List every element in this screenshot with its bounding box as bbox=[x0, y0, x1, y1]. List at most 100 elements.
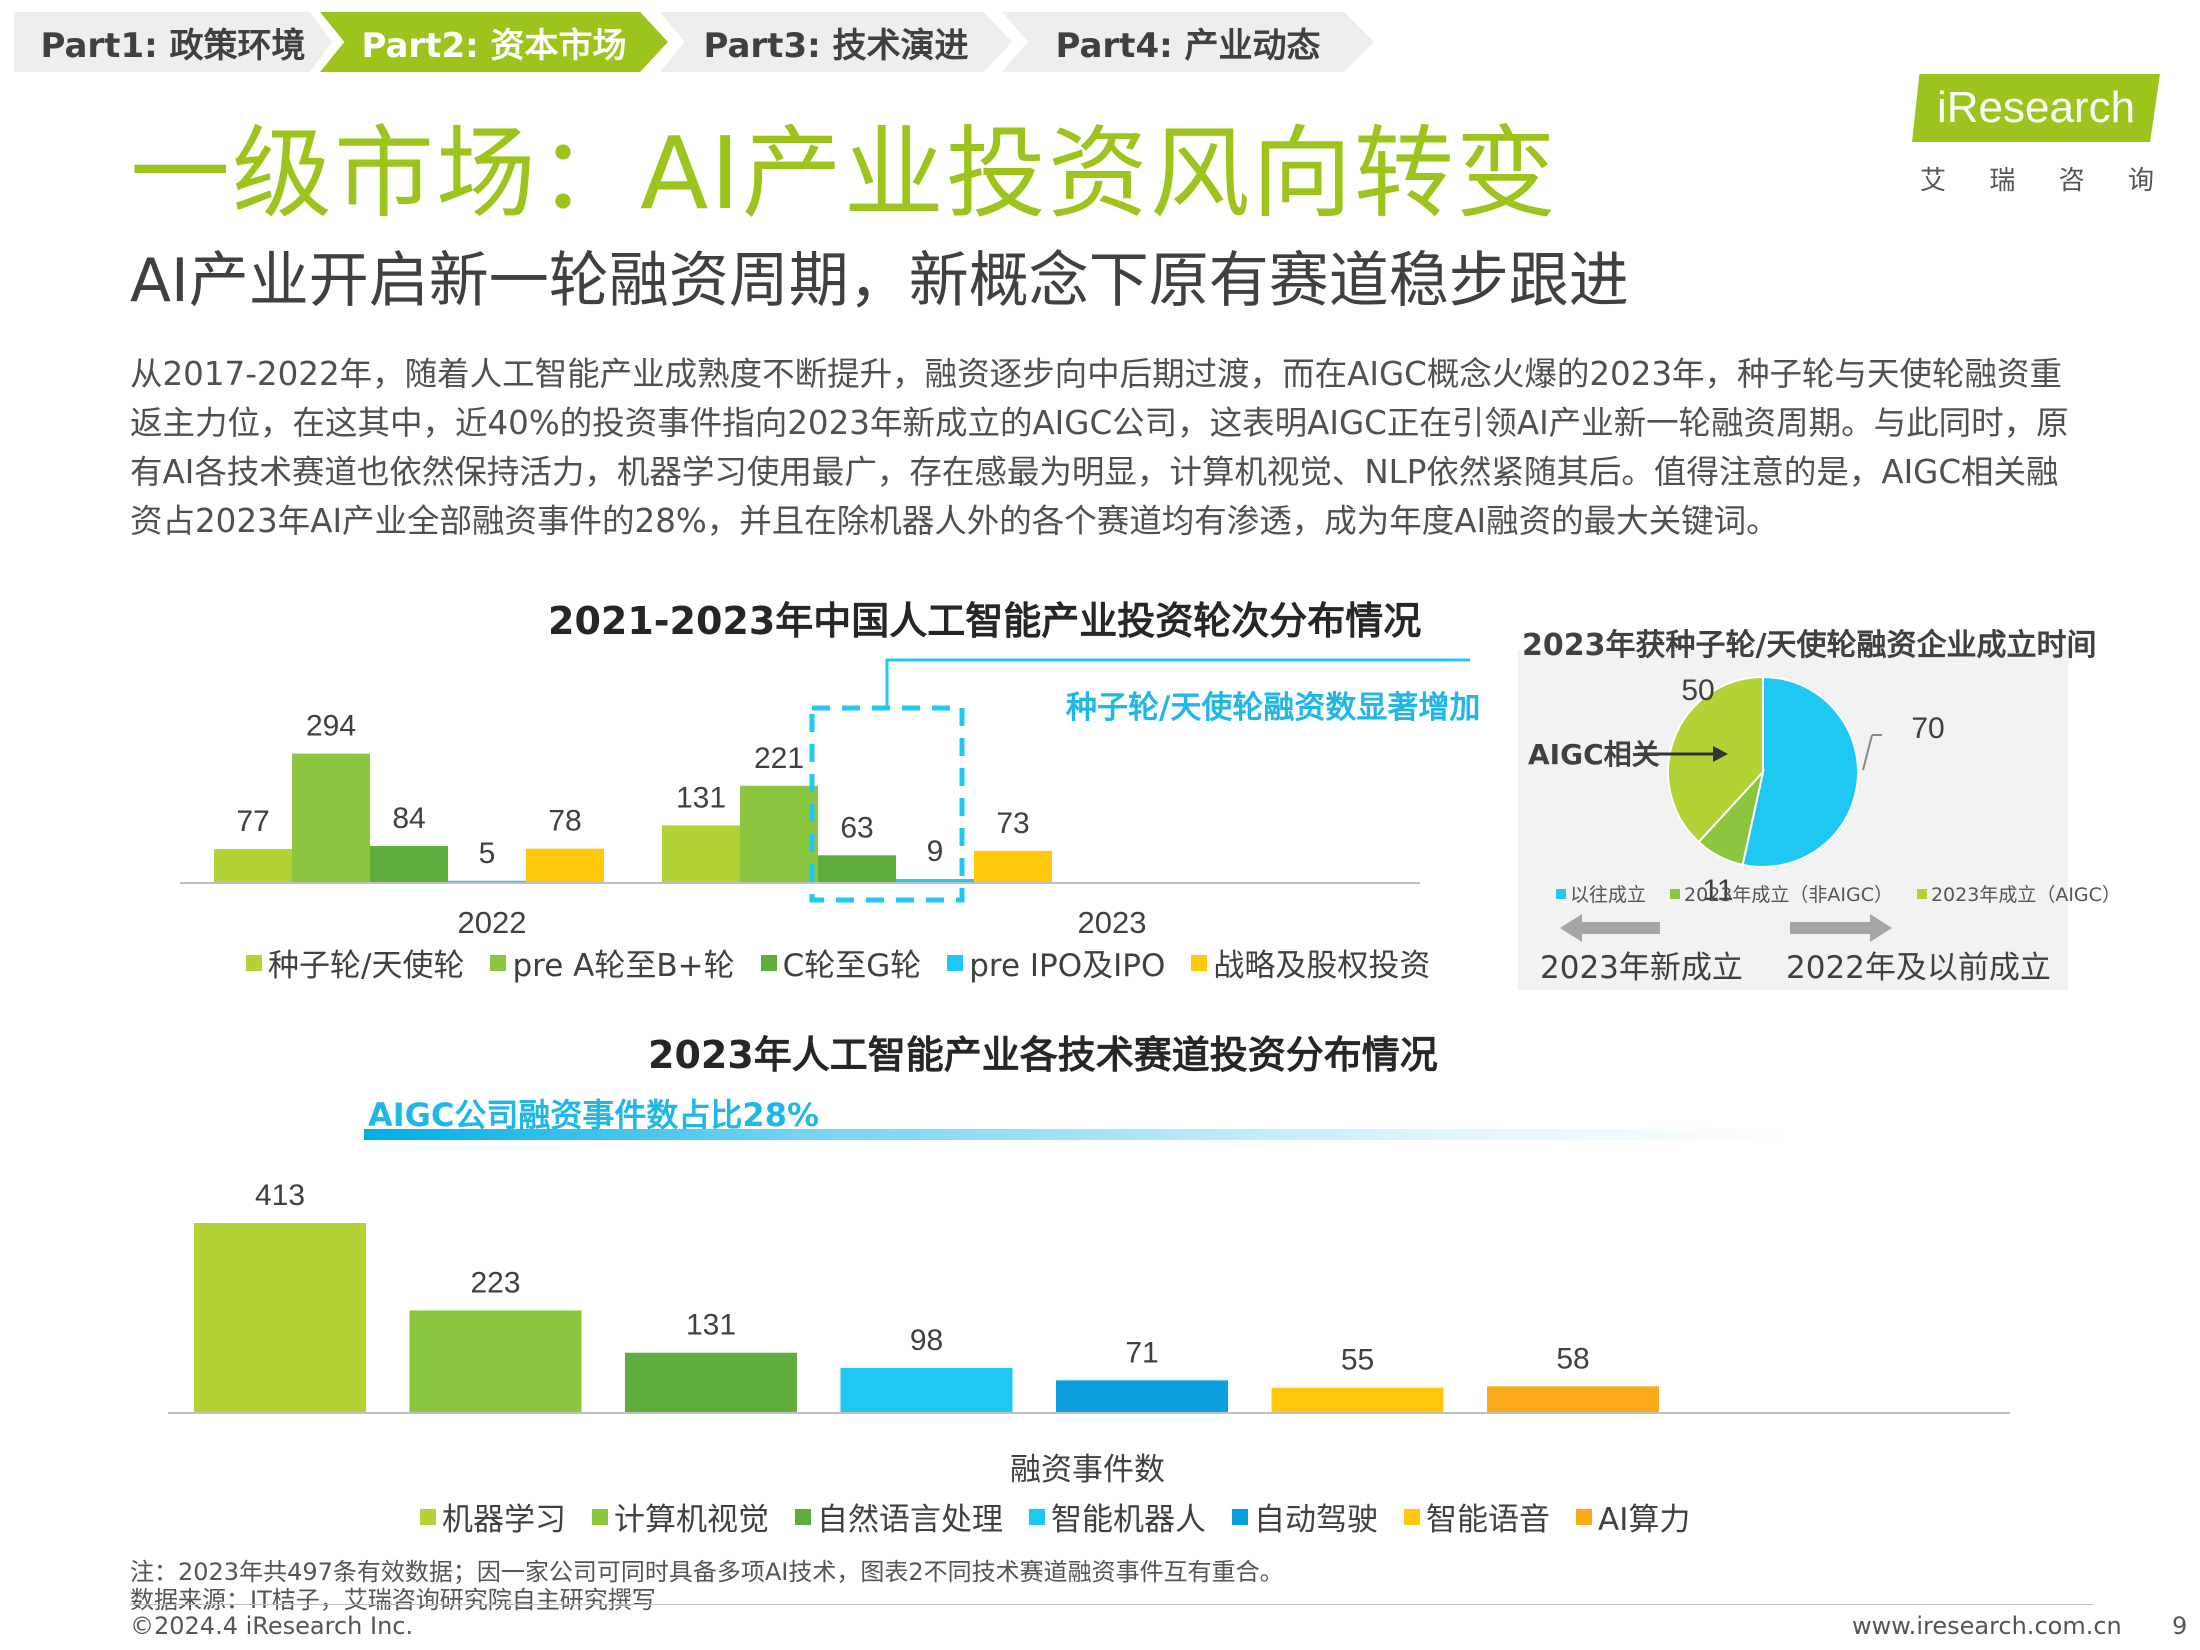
legend-item: 机器学习 bbox=[420, 1494, 566, 1539]
chart1-bar bbox=[526, 848, 604, 883]
callout-arrowhead bbox=[1713, 746, 1728, 762]
pie-callout: AIGC相关 bbox=[1528, 738, 1660, 771]
chart2-xlabel: 融资事件数 bbox=[1010, 1452, 1165, 1488]
legend-swatch bbox=[1556, 888, 1566, 899]
legend-label: 智能机器人 bbox=[1051, 1502, 1206, 1538]
pie-title: 2023年获种子轮/天使轮融资企业成立时间 bbox=[1522, 628, 2097, 663]
note-text: 注：2023年共497条有效数据；因一家公司可同时具备多项AI技术，图表2不同技… bbox=[130, 1558, 1284, 1586]
chart1-data-label: 63 bbox=[840, 811, 873, 844]
chart2-bar bbox=[840, 1367, 1013, 1413]
chart1-data-label: 221 bbox=[754, 742, 804, 775]
page-number: 9 bbox=[2172, 1612, 2188, 1640]
tab-capital-market[interactable]: Part2: 资本市场 bbox=[320, 12, 668, 72]
footer-divider bbox=[130, 1604, 2094, 1605]
logo-char: 艾 bbox=[1920, 166, 1947, 196]
chart1-data-label: 84 bbox=[392, 802, 425, 835]
chart2-title: 2023年人工智能产业各技术赛道投资分布情况 bbox=[648, 1033, 1438, 1077]
chart2-data-label: 98 bbox=[910, 1324, 943, 1357]
legend-label: C轮至G轮 bbox=[782, 948, 922, 984]
chart1-data-label: 9 bbox=[927, 835, 944, 868]
copyright: ©2024.4 iResearch Inc. bbox=[130, 1612, 414, 1640]
chart1-bar bbox=[448, 880, 526, 883]
chart2-bar bbox=[409, 1310, 582, 1413]
legend-item: C轮至G轮 bbox=[760, 940, 922, 985]
chart1-legend: 种子轮/天使轮 pre A轮至B+轮 C轮至G轮 pre IPO及IPO 战略及… bbox=[246, 940, 1456, 985]
legend-label: pre IPO及IPO bbox=[969, 948, 1166, 984]
website-link[interactable]: www.iresearch.com.cn bbox=[1852, 1612, 2122, 1640]
tab-policy[interactable]: Part1: 政策环境 bbox=[14, 12, 332, 72]
chart1-bar bbox=[662, 825, 740, 883]
tab-label: Part3: 技术演进 bbox=[703, 25, 969, 66]
legend-label: 机器学习 bbox=[442, 1502, 566, 1538]
legend-swatch bbox=[1029, 1508, 1045, 1525]
legend-swatch bbox=[1404, 1508, 1420, 1525]
legend-swatch bbox=[592, 1508, 608, 1525]
legend-swatch bbox=[1916, 888, 1927, 899]
legend-label: AI算力 bbox=[1598, 1502, 1691, 1538]
chart2-bar bbox=[625, 1352, 797, 1413]
chart1-data-label: 77 bbox=[236, 805, 269, 838]
legend-label: 自动驾驶 bbox=[1254, 1502, 1378, 1538]
legend-swatch bbox=[490, 954, 507, 971]
legend-swatch bbox=[795, 1508, 811, 1525]
chart1-data-label: 131 bbox=[676, 781, 726, 814]
logo-char: 询 bbox=[2127, 166, 2154, 196]
aigc-banner-bar bbox=[364, 1129, 1794, 1140]
arrow-left-label: 2023年新成立 bbox=[1540, 950, 1743, 986]
legend-item: AI算力 bbox=[1576, 1494, 1690, 1539]
logo-char: 咨 bbox=[2058, 166, 2085, 196]
legend-item: 智能语音 bbox=[1404, 1494, 1550, 1539]
chart1-category-2023: 2023 bbox=[1078, 905, 1147, 940]
tab-technology[interactable]: Part3: 技术演进 bbox=[660, 12, 1012, 72]
intro-paragraph: 从2017-2022年，随着人工智能产业成熟度不断提升，融资逐步向中后期过渡，而… bbox=[130, 355, 2069, 540]
chart1-data-label: 5 bbox=[479, 837, 496, 870]
pie-data-label: 50 bbox=[1681, 674, 1714, 707]
legend-label: 计算机视觉 bbox=[614, 1502, 769, 1538]
chart1-bar bbox=[818, 855, 896, 883]
chart2-data-label: 223 bbox=[470, 1266, 520, 1299]
chart1-category-2022: 2022 bbox=[458, 905, 527, 940]
legend-label: 智能语音 bbox=[1426, 1502, 1550, 1538]
legend-item: 战略及股权投资 bbox=[1191, 940, 1430, 985]
aigc-banner-label: AIGC公司融资事件数占比28% bbox=[368, 1096, 820, 1134]
legend-item: 自动驾驶 bbox=[1232, 1494, 1378, 1539]
legend-label: 2023年成立（AIGC） bbox=[1930, 884, 2121, 906]
chart2-svg: 413 223 131 98 71 55 58 bbox=[168, 1179, 2010, 1414]
iresearch-logo: iResearch bbox=[1912, 74, 2160, 142]
pie-direction-arrows bbox=[1560, 914, 1892, 942]
chart1-svg: 2022 2023 77 131 294 221 84 63 5 9 78 73 bbox=[180, 658, 1470, 940]
chart2-data-label: 131 bbox=[686, 1309, 736, 1342]
legend-swatch bbox=[1191, 954, 1208, 971]
legend-label: 以往成立 bbox=[1570, 884, 1647, 906]
arrow-right-label: 2022年及以前成立 bbox=[1786, 950, 2051, 986]
chart1-bar bbox=[370, 846, 448, 883]
tab-industry[interactable]: Part4: 产业动态 bbox=[1002, 12, 1374, 72]
chart1-annotation: 种子轮/天使轮融资数显著增加 bbox=[1066, 690, 1481, 726]
legend-label: 2023年成立（非AIGC） bbox=[1684, 884, 1893, 906]
chart1-bar bbox=[214, 849, 292, 883]
pie-data-label: 70 bbox=[1911, 712, 1944, 745]
legend-swatch bbox=[246, 954, 262, 971]
tab-label: Part2: 资本市场 bbox=[361, 25, 627, 66]
chart1-data-label: 78 bbox=[548, 805, 581, 838]
chart2-bar bbox=[1487, 1386, 1659, 1413]
right-arrow-icon bbox=[1790, 914, 1892, 942]
pie-leader-line bbox=[1862, 734, 1873, 771]
legend-item: 2023年成立（非AIGC） bbox=[1670, 880, 1893, 907]
chart2-data-label: 71 bbox=[1125, 1336, 1158, 1369]
legend-swatch bbox=[1670, 888, 1681, 899]
chart2-bar bbox=[194, 1223, 366, 1413]
legend-label: 战略及股权投资 bbox=[1213, 948, 1431, 984]
legend-label: 自然语言处理 bbox=[817, 1502, 1003, 1538]
chart2-bar bbox=[1271, 1387, 1444, 1413]
tab-label: Part1: 政策环境 bbox=[40, 25, 306, 66]
logo-text: iResearch bbox=[1936, 83, 2136, 132]
legend-swatch bbox=[420, 1508, 436, 1525]
logo-char: 瑞 bbox=[1989, 166, 2016, 196]
legend-item: 智能机器人 bbox=[1029, 1494, 1206, 1539]
chart1-bar bbox=[974, 850, 1052, 883]
legend-swatch bbox=[1576, 1508, 1592, 1525]
legend-swatch bbox=[760, 954, 777, 971]
pie-slice bbox=[1741, 675, 1859, 868]
legend-item: pre IPO及IPO bbox=[947, 940, 1165, 985]
